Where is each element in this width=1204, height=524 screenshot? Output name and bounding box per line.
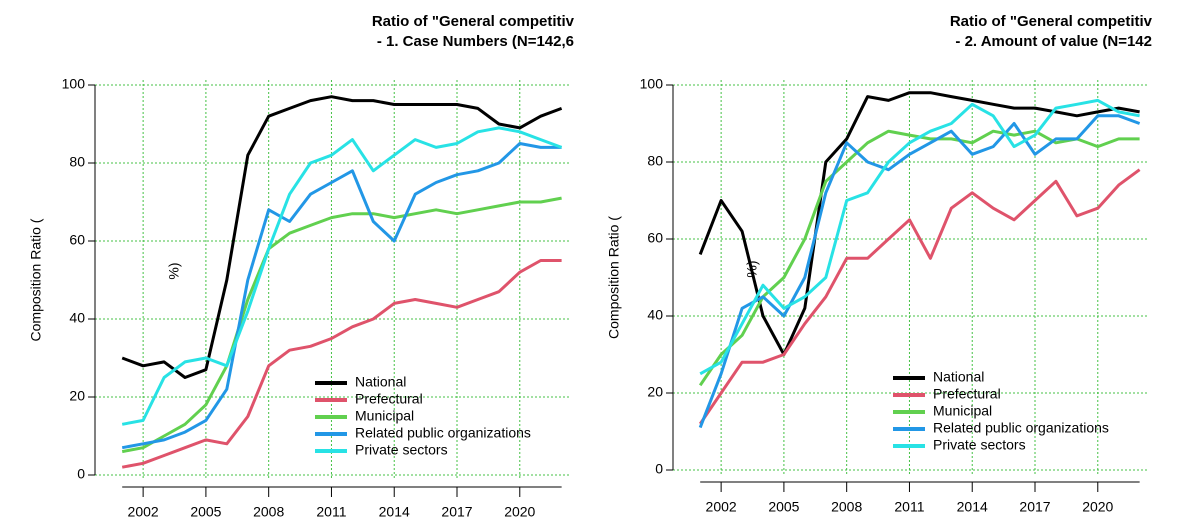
chart-title: Ratio of "General competitiv: [950, 13, 1153, 30]
legend-label: Municipal: [933, 403, 992, 419]
y-tick-label: 100: [62, 76, 86, 92]
x-tick-label: 2014: [379, 504, 410, 520]
y-tick-label: 80: [647, 153, 663, 169]
y-tick-label: 20: [647, 384, 663, 400]
series-line: [698, 114, 1141, 429]
series-line: [698, 91, 1140, 356]
series-line: [121, 196, 562, 454]
legend-label: National: [355, 374, 406, 390]
series-line: [121, 142, 562, 450]
y-tick-label: 40: [69, 310, 85, 326]
y-tick-label: 0: [655, 461, 663, 477]
x-tick-label: 2008: [831, 499, 862, 515]
x-tick-label: 2014: [957, 499, 988, 515]
series-line: [698, 168, 1141, 425]
x-tick-label: 2011: [316, 504, 346, 520]
annotation: %): [166, 262, 182, 279]
chart-subtitle: - 2. Amount of value (N=142: [955, 33, 1152, 50]
series-line: [121, 259, 562, 469]
y-tick-label: 100: [640, 76, 664, 92]
x-tick-label: 2011: [894, 499, 924, 515]
x-tick-label: 2008: [253, 504, 284, 520]
y-axis-label: Composition Ratio (: [28, 218, 44, 341]
x-tick-label: 2017: [1019, 499, 1050, 515]
legend-label: Prefectural: [355, 391, 423, 407]
series-line: [121, 126, 563, 426]
x-tick-label: 2020: [1082, 499, 1113, 515]
chart-subtitle: - 1. Case Numbers (N=142,6: [377, 33, 574, 50]
x-tick-label: 2002: [706, 499, 737, 515]
y-tick-label: 60: [647, 230, 663, 246]
y-tick-label: 40: [647, 307, 663, 323]
series-line: [699, 98, 1140, 376]
y-tick-label: 0: [77, 466, 85, 482]
x-tick-label: 2005: [190, 504, 221, 520]
legend-label: Private sectors: [933, 437, 1026, 453]
y-tick-label: 60: [69, 232, 85, 248]
legend-label: Related public organizations: [355, 425, 531, 441]
legend-label: National: [933, 369, 984, 385]
y-tick-label: 20: [69, 388, 85, 404]
x-tick-label: 2017: [441, 504, 472, 520]
legend-label: Private sectors: [355, 442, 448, 458]
series-line: [121, 95, 563, 379]
x-tick-label: 2020: [504, 504, 535, 520]
y-tick-label: 80: [69, 154, 85, 170]
x-tick-label: 2002: [128, 504, 159, 520]
legend-label: Related public organizations: [933, 420, 1109, 436]
chart-title: Ratio of "General competitiv: [372, 13, 575, 30]
x-tick-label: 2005: [768, 499, 799, 515]
y-axis-label: Composition Ratio (: [606, 216, 622, 339]
series-line: [698, 129, 1140, 387]
legend-label: Prefectural: [933, 386, 1001, 402]
legend-label: Municipal: [355, 408, 414, 424]
